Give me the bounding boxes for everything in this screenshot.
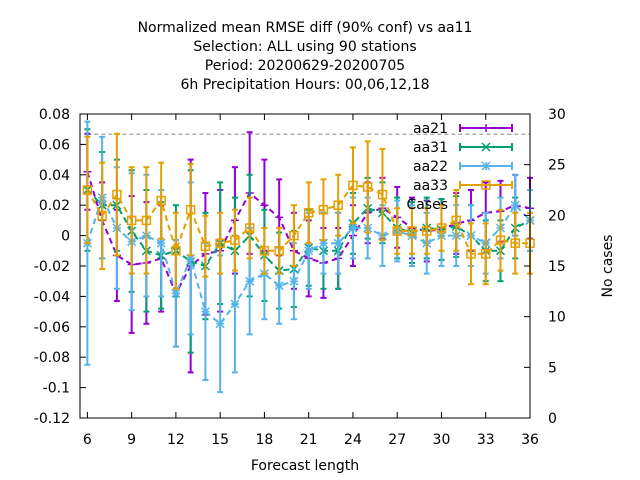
point-marker [185,205,196,215]
legend: aa21 aa31 aa22 aa33 Cases [406,121,513,213]
point-marker [215,238,225,248]
x-tick-label: 15 [211,432,229,448]
point-marker [171,288,181,298]
point-marker [126,215,137,226]
point-marker [466,249,476,259]
legend-label: Cases [406,197,448,213]
x-tick-label: 9 [127,432,136,448]
y2-tick-label: 25 [548,158,566,174]
x-tick-label: 24 [344,432,362,448]
point-marker [215,319,225,329]
point-marker [141,215,152,226]
point-marker [348,223,358,233]
point-marker [230,235,240,245]
title-line-1: Normalized mean RMSE diff (90% conf) vs … [138,20,473,36]
point-marker [259,246,270,256]
point-marker [156,238,166,248]
legend-label: aa31 [413,140,448,156]
series-aa33 [82,132,535,290]
point-marker [97,211,107,221]
point-marker [495,235,506,245]
point-marker [481,161,491,171]
y-axis: -0.12 -0.1 -0.08 -0.06 -0.04 -0.02 0 0.02 0.04 0.… [34,107,86,427]
y2-tick-label: 0 [548,411,557,427]
point-marker [303,208,314,218]
y-tick-label: 0.04 [39,168,70,184]
point-marker [348,180,358,191]
point-marker [230,299,240,309]
point-marker [289,276,299,286]
x-tick-label: 33 [477,432,495,448]
series-layer [82,120,535,394]
y-tick-label: -0.06 [34,320,70,336]
point-marker [510,200,520,210]
y-tick-label: 0 [61,229,70,245]
x-tick-label: 36 [521,432,539,448]
x-tick-label: 27 [388,432,406,448]
point-marker [377,189,388,200]
y-tick-label: -0.02 [34,259,70,275]
point-marker [186,253,196,263]
x-tick-label: 6 [83,432,92,448]
y2-axis-label: No cases [600,235,616,298]
point-marker [451,215,461,226]
point-marker [245,276,255,286]
point-marker [318,238,328,248]
point-marker [510,238,520,248]
point-marker [82,185,93,195]
point-marker [421,226,432,236]
x-axis: 6 9 12 15 18 21 24 27 30 33 36 [83,114,539,448]
point-marker [480,249,491,259]
point-marker [481,180,491,190]
point-marker [318,205,329,215]
point-marker [333,200,343,210]
x-axis-label: Forecast length [251,458,359,474]
plot-frame [79,113,531,419]
title-line-2: Selection: ALL using 90 stations [193,39,416,55]
point-marker [156,195,166,206]
point-marker [362,182,373,192]
y-tick-label: 0.08 [39,107,70,123]
point-marker [274,246,284,256]
point-marker [436,223,447,233]
title-line-4: 6h Precipitation Hours: 00,06,12,18 [181,77,430,93]
y-tick-label: 0.06 [39,137,70,153]
y-tick-label: 0.02 [39,198,70,214]
y-tick-label: -0.12 [34,411,70,427]
x-tick-label: 30 [433,432,451,448]
x-tick-label: 18 [256,432,274,448]
y2-tick-label: 10 [548,310,566,326]
y-tick-label: -0.04 [34,289,70,305]
point-marker [289,230,299,241]
point-marker [200,241,211,251]
point-marker [482,124,490,132]
point-marker [333,238,343,248]
point-marker [275,213,284,222]
point-marker [407,226,417,236]
point-marker [481,142,491,152]
x-tick-label: 12 [167,432,185,448]
y2-tick-label: 20 [548,208,566,224]
y2-tick-label: 15 [548,259,566,275]
legend-label: aa33 [413,178,448,194]
y2-axis: 0 5 10 15 20 25 30 [524,107,566,427]
chart-title: Normalized mean RMSE diff (90% conf) vs … [138,20,473,93]
point-marker [260,201,269,210]
point-marker [200,307,210,317]
title-line-3: Period: 20200629-20200705 [205,58,405,74]
legend-label: aa22 [413,159,448,175]
y2-tick-label: 30 [548,107,566,123]
point-marker [171,246,181,256]
x-tick-label: 21 [300,432,318,448]
point-marker [392,226,402,236]
point-marker [112,189,122,200]
y2-tick-label: 5 [548,360,557,376]
legend-label: aa21 [413,121,448,137]
point-marker [274,281,284,291]
y-tick-label: -0.1 [43,381,70,397]
point-marker [244,223,255,233]
y-tick-label: -0.08 [34,350,70,366]
point-marker [304,246,314,256]
